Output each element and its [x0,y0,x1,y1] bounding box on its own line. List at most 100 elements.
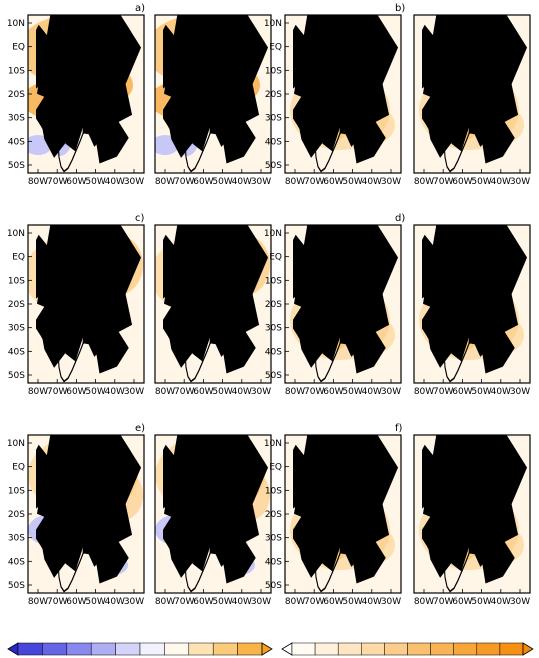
lat-tick-label: 40S [8,347,25,357]
lat-tick-label: 40S [8,557,25,567]
lon-tick-label: 80W [414,387,434,397]
map-frame [154,14,272,174]
lon-tick-label: 60W [452,597,472,607]
lon-tick-label: 70W [304,597,324,607]
lon-tick-label: 80W [28,177,48,187]
lat-tick-label: 10N [264,439,282,449]
lon-tick-label: 70W [433,387,453,397]
lat-tick-label: 10N [264,229,282,239]
panel-label-left: e) [135,423,145,434]
lat-tick-label: 10S [265,486,282,496]
colorbar-swatch [17,642,43,656]
lat-tick-label: 10S [8,66,25,76]
lat-tick-label: 10N [7,229,25,239]
lon-tick-label: 60W [452,177,472,187]
lon-tick-label: 40W [232,597,252,607]
lon-tick-label: 30W [381,387,401,397]
lon-tick-label: 80W [414,177,434,187]
lat-tick-label: 20S [8,510,25,520]
lon-tick-label: 50W [212,387,232,397]
lon-tick-label: 80W [28,597,48,607]
colorbar-swatch [337,642,362,656]
lon-tick-label: 40W [362,177,382,187]
map-frame [413,14,531,174]
lon-tick-label: 60W [193,387,213,397]
colorbar-swatch [314,642,339,656]
panel-label-left: a) [135,3,145,14]
lat-tick-label: 30S [265,324,282,334]
lon-tick-label: 30W [251,387,271,397]
lat-tick-label: EQ [12,253,25,263]
colorbar-max-arrow [261,642,273,656]
lat-tick-label: EQ [12,463,25,473]
lat-tick-label: 50S [265,371,282,381]
colorbar-max-arrow [522,642,534,656]
colorbar-min-arrow [7,642,19,656]
lat-tick-label: 40S [265,137,282,147]
lon-tick-label: 50W [85,597,105,607]
lat-tick-label: 50S [8,161,25,171]
map-frame [154,224,272,384]
lat-tick-label: 50S [8,371,25,381]
lon-tick-label: 60W [452,387,472,397]
lon-tick-label: 40W [362,387,382,397]
colorbar-swatch [361,642,385,656]
colorbar-swatch [384,642,408,656]
lon-tick-label: 80W [155,387,175,397]
lon-tick-label: 50W [85,177,105,187]
map-frame [413,224,531,384]
lon-tick-label: 50W [212,177,232,187]
panel-label-left: c) [135,213,144,224]
lat-tick-label: 10N [7,439,25,449]
lon-tick-label: 70W [47,387,67,397]
lon-tick-label: 30W [381,177,401,187]
lon-tick-label: 30W [124,177,144,187]
lon-tick-label: 40W [491,387,511,397]
lat-tick-label: 30S [8,534,25,544]
lon-tick-label: 60W [193,597,213,607]
lon-tick-label: 40W [105,177,125,187]
lat-tick-label: 40S [265,557,282,567]
lon-tick-label: 80W [28,387,48,397]
lon-tick-label: 30W [124,597,144,607]
lon-tick-label: 50W [212,597,232,607]
colorbar-swatch [291,642,316,656]
colorbar-swatch [430,642,454,656]
lat-tick-label: 50S [265,581,282,591]
lat-tick-label: 20S [265,90,282,100]
colorbar-swatch [407,642,431,656]
lat-tick-label: 20S [265,300,282,310]
lon-tick-label: 60W [66,597,86,607]
lat-tick-label: EQ [12,43,25,53]
lon-tick-label: 40W [105,387,125,397]
lon-tick-label: 50W [342,597,362,607]
lat-tick-label: 10S [265,66,282,76]
colorbar-swatch [66,642,92,656]
lon-tick-label: 30W [251,597,271,607]
lon-tick-label: 70W [47,597,67,607]
lat-tick-label: 50S [265,161,282,171]
lat-tick-label: 20S [8,300,25,310]
lat-tick-label: 30S [265,534,282,544]
colorbar-right: 00.511.522.533.544.55 [281,642,534,656]
lat-tick-label: 10S [265,276,282,286]
lon-tick-label: 60W [66,177,86,187]
lon-tick-label: 60W [66,387,86,397]
colorbar-swatch [476,642,501,656]
lat-tick-label: 10S [8,276,25,286]
lon-tick-label: 30W [381,597,401,607]
lat-tick-label: 30S [265,114,282,124]
colorbar-swatch [212,642,238,656]
map-frame [154,434,272,594]
lon-tick-label: 30W [510,387,530,397]
lat-tick-label: 10N [264,19,282,29]
lon-tick-label: 40W [491,597,511,607]
lon-tick-label: 40W [491,177,511,187]
